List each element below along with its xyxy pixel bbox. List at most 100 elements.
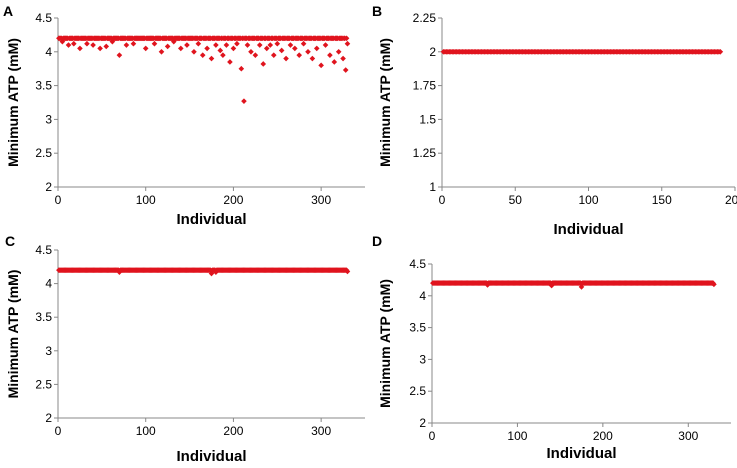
data-point	[292, 45, 298, 52]
data-point	[342, 67, 349, 73]
data-point	[208, 55, 215, 62]
data-point	[578, 284, 585, 290]
data-point	[97, 45, 103, 52]
x-tick-label: 200	[223, 193, 243, 207]
y-tick-label: 2	[429, 45, 436, 59]
x-tick-label: 100	[136, 193, 156, 207]
y-tick-label: 3.5	[35, 310, 52, 324]
data-point	[244, 42, 251, 48]
panel-b: B 1 1.25 1.5 1.75 2 2.25 0 50 100 150 200 Individual…	[372, 3, 737, 238]
data-point	[77, 45, 83, 52]
data-point	[65, 42, 72, 48]
data-point	[84, 40, 90, 47]
y-tick-label: 2.5	[35, 377, 52, 391]
x-tick-label: 300	[311, 193, 331, 207]
y-tick-label: 2.5	[35, 146, 52, 160]
x-tick-label: 0	[55, 193, 62, 207]
data-point	[278, 47, 285, 54]
panel-a: A 2 2.5 3 3.5 4 4.5 0 100 200 300 Individual Minimum…	[3, 3, 365, 228]
data-point	[305, 49, 311, 55]
data-point	[331, 59, 338, 65]
data-point	[241, 98, 247, 104]
data-point	[270, 52, 277, 58]
panel-c: C 2 2.5 3 3.5 4 4.5 0 100 200 300 Individual Minimum…	[5, 233, 365, 465]
y-tick-label: 1.25	[413, 146, 437, 160]
data-point	[90, 42, 96, 48]
data-point	[151, 40, 158, 47]
y-tick-label: 4.5	[35, 243, 52, 257]
x-tick-label: 0	[429, 429, 436, 443]
y-tick-label: 3.5	[35, 79, 52, 93]
panel-d: D 2 2.5 3 3.5 4 4.5 0 100 200 300 Individual Minimum…	[372, 233, 731, 462]
data-points-d	[430, 280, 717, 290]
data-point	[260, 61, 267, 67]
data-point	[344, 40, 351, 47]
data-point	[296, 52, 303, 58]
data-point	[199, 52, 206, 58]
data-point	[283, 55, 289, 62]
x-axis-title-b: Individual	[553, 221, 623, 238]
data-point	[230, 45, 237, 52]
y-tick-label: 2.5	[409, 384, 426, 398]
data-point	[123, 42, 130, 48]
data-point	[220, 52, 226, 58]
y-tick-label: 1.5	[419, 112, 436, 126]
x-axis-title-a: Individual	[176, 211, 246, 228]
x-tick-label: 100	[136, 424, 156, 438]
y-tick-label: 2	[45, 411, 52, 425]
data-point	[213, 42, 219, 48]
y-axis-title-d: Minimum ATP (mM)	[377, 279, 393, 408]
data-point	[238, 65, 245, 72]
data-point	[263, 45, 270, 52]
data-points-b	[440, 49, 724, 55]
y-tick-label: 1	[429, 180, 436, 194]
data-point	[340, 55, 346, 62]
data-point	[274, 40, 281, 47]
data-point	[287, 42, 294, 48]
panel-letter-b: B	[372, 3, 382, 19]
data-point	[711, 281, 717, 288]
data-point	[170, 38, 177, 45]
y-tick-label: 4.5	[409, 257, 426, 271]
data-point	[227, 59, 233, 65]
x-tick-label: 100	[507, 429, 527, 443]
x-tick-label: 0	[55, 424, 62, 438]
data-point	[322, 42, 329, 48]
data-point	[252, 52, 259, 58]
x-tick-label: 150	[652, 193, 672, 207]
y-axis-title-c: Minimum ATP (mM)	[5, 270, 21, 399]
data-point	[178, 45, 184, 52]
x-tick-label: 200	[593, 429, 613, 443]
y-tick-label: 4	[419, 289, 426, 303]
y-tick-label: 3.5	[409, 321, 426, 335]
y-tick-label: 3	[45, 344, 52, 358]
data-point	[217, 47, 224, 54]
data-point	[327, 52, 333, 58]
y-axis-title-a: Minimum ATP (mM)	[5, 38, 21, 167]
data-point	[103, 43, 110, 50]
data-point	[343, 35, 350, 42]
data-point	[142, 45, 149, 52]
y-tick-label: 2.25	[413, 11, 437, 25]
x-tick-label: 50	[509, 193, 523, 207]
x-axis-title-d: Individual	[546, 445, 616, 462]
data-point	[116, 52, 123, 58]
data-point	[184, 42, 190, 48]
y-tick-label: 3	[45, 112, 52, 126]
data-point	[191, 49, 197, 55]
data-point	[717, 49, 724, 55]
data-point	[267, 42, 274, 48]
data-point	[335, 49, 342, 55]
y-tick-label: 1.75	[413, 79, 437, 93]
panel-letter-d: D	[372, 233, 382, 249]
x-tick-label: 200	[223, 424, 243, 438]
y-tick-label: 2	[419, 416, 426, 430]
data-point	[344, 268, 351, 275]
x-tick-label: 200	[725, 193, 737, 207]
x-axis-title-c: Individual	[176, 448, 246, 465]
y-tick-label: 2	[45, 180, 52, 194]
data-point	[300, 40, 307, 47]
data-point	[70, 40, 77, 47]
data-point	[164, 43, 171, 50]
